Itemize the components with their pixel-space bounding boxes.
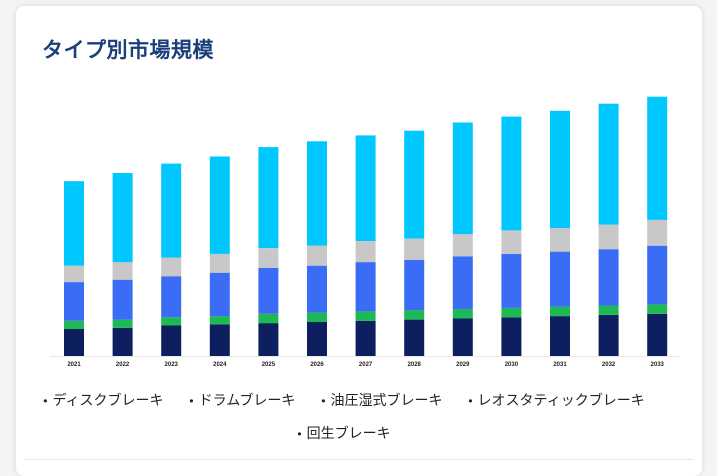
bar-2027-series-2[interactable]: [355, 262, 376, 312]
bar-2032-series-3[interactable]: [598, 224, 619, 250]
bar-2023-series-1[interactable]: [161, 317, 182, 326]
chart-legend: ディスクブレーキ ドラムブレーキ 油圧湿式ブレーキ レオスタティックブレーキ 回…: [24, 384, 664, 450]
legend-item-disc[interactable]: ディスクブレーキ: [43, 384, 163, 417]
bar-2025-series-1[interactable]: [258, 313, 279, 324]
bar-2021-series-0[interactable]: [64, 329, 84, 356]
bar-2030-series-4[interactable]: [501, 116, 522, 231]
bar-2021-series-1[interactable]: [64, 320, 84, 329]
bar-2022-series-1[interactable]: [112, 319, 133, 328]
bar-2021-series-4[interactable]: [64, 181, 84, 266]
bar-2023-series-3[interactable]: [161, 257, 182, 277]
x-tick-label-2025: 2025: [262, 362, 276, 368]
x-tick-label-2026: 2026: [310, 362, 324, 368]
bar-2032-series-1[interactable]: [598, 305, 619, 315]
card-divider: [24, 459, 693, 460]
bar-2021-series-3[interactable]: [64, 265, 84, 283]
legend-item-regenerative[interactable]: 回生ブレーキ: [297, 417, 391, 450]
bar-2028-series-3[interactable]: [404, 238, 425, 260]
chart-title: タイプ別市場規模: [42, 39, 214, 62]
bar-2030-series-1[interactable]: [501, 307, 522, 318]
bar-2022-series-3[interactable]: [112, 262, 133, 280]
bar-2032-series-4[interactable]: [598, 103, 619, 225]
x-tick-label-2032: 2032: [602, 362, 616, 368]
bar-2021-series-2[interactable]: [64, 282, 84, 321]
bar-2024-series-4[interactable]: [209, 156, 230, 254]
bar-2025-series-2[interactable]: [258, 268, 279, 314]
bar-2031-series-4[interactable]: [550, 110, 570, 229]
bar-2029-series-0[interactable]: [452, 318, 473, 357]
bar-2026-series-3[interactable]: [307, 245, 327, 266]
bar-2024-series-1[interactable]: [209, 316, 230, 325]
bar-2026-series-4[interactable]: [307, 141, 327, 246]
x-tick-label-2023: 2023: [165, 362, 179, 368]
bar-2026-series-2[interactable]: [307, 265, 327, 313]
bar-2028-series-1[interactable]: [404, 310, 425, 320]
bar-2027-series-4[interactable]: [355, 135, 376, 241]
legend-item-hydraulic-wet[interactable]: 油圧湿式ブレーキ: [321, 384, 442, 417]
bar-2025-series-3[interactable]: [258, 248, 279, 268]
bar-2030-series-3[interactable]: [501, 230, 522, 255]
bar-2030-series-2[interactable]: [501, 253, 522, 308]
bar-2033-series-3[interactable]: [647, 219, 668, 246]
bar-2028-series-0[interactable]: [404, 319, 425, 356]
bar-2032-series-2[interactable]: [598, 249, 619, 306]
x-tick-label-2030: 2030: [505, 362, 519, 368]
bar-2033-series-2[interactable]: [647, 245, 668, 305]
bar-2031-series-3[interactable]: [550, 228, 570, 252]
bar-2022-series-0[interactable]: [112, 327, 133, 356]
bar-2023-series-4[interactable]: [161, 163, 182, 258]
bar-2024-series-2[interactable]: [209, 272, 230, 317]
bar-2022-series-4[interactable]: [112, 173, 133, 263]
x-tick-label-2031: 2031: [553, 362, 567, 368]
bar-2023-series-2[interactable]: [161, 276, 182, 318]
bar-2029-series-1[interactable]: [452, 309, 473, 319]
bar-2030-series-0[interactable]: [501, 317, 522, 356]
x-tick-label-2029: 2029: [456, 362, 470, 368]
bar-2033-series-0[interactable]: [647, 313, 668, 356]
x-tick-label-2033: 2033: [651, 362, 665, 368]
bar-2026-series-0[interactable]: [307, 322, 327, 356]
bar-2024-series-3[interactable]: [209, 253, 230, 273]
bar-2024-series-0[interactable]: [209, 324, 230, 356]
bar-2028-series-2[interactable]: [404, 259, 425, 311]
x-tick-label-2021: 2021: [67, 362, 81, 368]
x-tick-label-2027: 2027: [359, 362, 373, 368]
bar-2023-series-0[interactable]: [161, 325, 182, 357]
bar-2027-series-3[interactable]: [355, 241, 376, 263]
bar-2025-series-4[interactable]: [258, 147, 279, 248]
bar-2029-series-2[interactable]: [452, 256, 473, 310]
bar-2027-series-1[interactable]: [355, 311, 376, 321]
bar-2029-series-3[interactable]: [452, 234, 473, 257]
bar-2033-series-1[interactable]: [647, 304, 668, 314]
bar-2026-series-1[interactable]: [307, 312, 327, 322]
bar-2025-series-0[interactable]: [258, 323, 279, 356]
bar-2028-series-4[interactable]: [404, 130, 425, 239]
bar-2027-series-0[interactable]: [355, 320, 376, 356]
bar-2033-series-4[interactable]: [647, 96, 668, 220]
x-tick-label-2028: 2028: [408, 362, 422, 368]
bar-2029-series-4[interactable]: [452, 122, 473, 235]
x-tick-label-2022: 2022: [116, 362, 130, 368]
bar-2031-series-0[interactable]: [550, 316, 570, 356]
bar-2032-series-0[interactable]: [598, 314, 619, 356]
legend-item-drum[interactable]: ドラムブレーキ: [189, 384, 296, 417]
bar-2031-series-1[interactable]: [550, 306, 570, 317]
bar-2031-series-2[interactable]: [550, 251, 570, 307]
bar-2022-series-2[interactable]: [112, 279, 133, 320]
x-tick-label-2024: 2024: [213, 362, 227, 368]
legend-item-rheostatic[interactable]: レオスタティックブレーキ: [468, 384, 645, 417]
